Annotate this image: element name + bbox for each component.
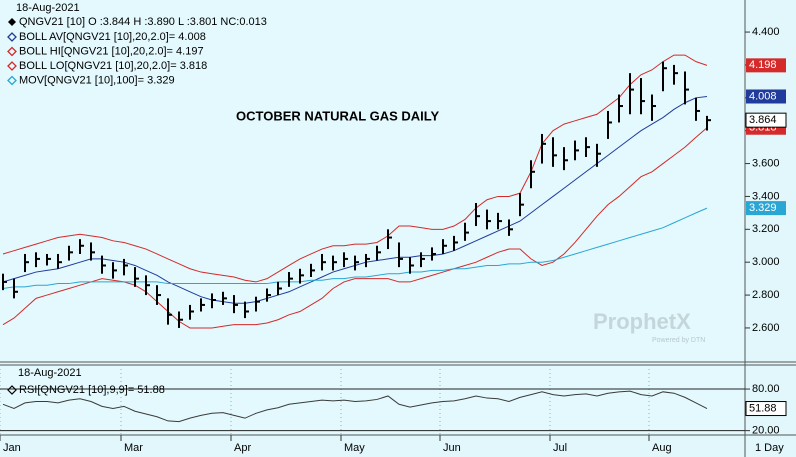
y-tick-label: 4.400 bbox=[752, 26, 780, 38]
legend-icon bbox=[7, 61, 17, 71]
rsi-line bbox=[2, 390, 708, 423]
x-tick-label: Apr bbox=[234, 442, 251, 454]
date-label: 18-Aug-2021 bbox=[16, 2, 80, 14]
period-label: 1 Day bbox=[755, 442, 784, 454]
x-tick-label: May bbox=[344, 442, 365, 454]
value-badge-label: 4.198 bbox=[749, 59, 777, 71]
x-tick-label: Mar bbox=[124, 442, 143, 454]
watermark-sub: Powered by DTN bbox=[652, 337, 705, 344]
y-tick-label: 20.00 bbox=[752, 425, 780, 437]
value-badge bbox=[745, 401, 787, 417]
legend-icon bbox=[8, 18, 16, 26]
x-tick-label: Jan bbox=[3, 442, 21, 454]
legend-entry: RSI[QNGV21 [10],9,9]= 51.88 bbox=[19, 384, 165, 396]
y-tick-label: 80.00 bbox=[752, 383, 780, 395]
value-badge bbox=[746, 58, 786, 73]
y-tick-label: 3.600 bbox=[752, 157, 780, 169]
legend-icon bbox=[7, 46, 17, 57]
value-badge-label: 3.329 bbox=[749, 202, 777, 214]
legend-entry: QNGV21 [10] O :3.844 H :3.890 L :3.801 N… bbox=[19, 16, 267, 28]
rsi-date: 18-Aug-2021 bbox=[18, 367, 82, 379]
legend-entry: BOLL LO[QNGV21 [10],20,2.0]= 3.818 bbox=[19, 60, 207, 72]
legend-entry: BOLL HI[QNGV21 [10],20,2.0]= 4.197 bbox=[19, 45, 204, 57]
value-badge-label: 3.864 bbox=[749, 114, 777, 126]
legend-icon bbox=[7, 385, 17, 395]
indicator-line bbox=[2, 54, 708, 283]
legend-icon bbox=[7, 75, 17, 86]
value-badge bbox=[746, 201, 786, 216]
y-tick-label: 3.200 bbox=[752, 223, 780, 235]
watermark: ProphetX bbox=[593, 309, 691, 334]
legend-entry: MOV[QNGV21 [10],100]= 3.329 bbox=[19, 74, 175, 86]
x-tick-label: Jun bbox=[443, 442, 461, 454]
legend-entry: BOLL AV[QNGV21 [10],20,2.0]= 4.008 bbox=[19, 31, 206, 43]
y-tick-label: 2.600 bbox=[752, 322, 780, 334]
indicator-line bbox=[2, 127, 708, 329]
y-tick-label: 2.800 bbox=[752, 289, 780, 301]
legend-icon bbox=[7, 32, 17, 42]
value-badge bbox=[745, 112, 787, 128]
value-badge-label: 51.88 bbox=[749, 402, 777, 414]
x-tick-label: Aug bbox=[652, 442, 672, 454]
chart-title: OCTOBER NATURAL GAS DAILY bbox=[236, 108, 440, 123]
indicator-line bbox=[2, 207, 708, 289]
x-tick-label: Jul bbox=[553, 442, 567, 454]
y-tick-label: 3.400 bbox=[752, 190, 780, 202]
price-panel bbox=[0, 0, 745, 362]
y-tick-label: 3.000 bbox=[752, 256, 780, 268]
value-badge-label: 4.008 bbox=[749, 90, 777, 102]
value-badge bbox=[746, 89, 786, 104]
